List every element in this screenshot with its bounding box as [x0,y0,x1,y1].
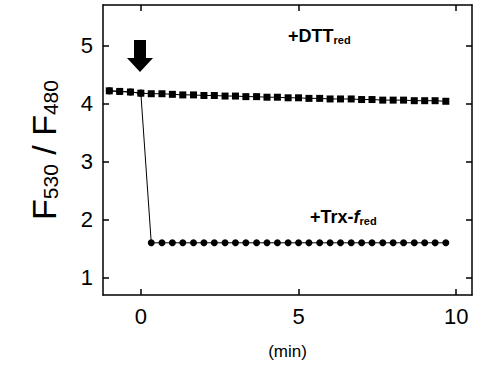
svg-text:530: 530 [39,164,62,199]
svg-text:480: 480 [39,80,62,115]
svg-text:10: 10 [444,304,468,329]
svg-text:f: f [353,207,360,227]
svg-text:0: 0 [135,304,147,329]
svg-text:red: red [334,34,351,46]
svg-text:2: 2 [81,207,93,232]
svg-text:3: 3 [81,149,93,174]
svg-text:5: 5 [81,33,93,58]
svg-text:F: F [25,199,63,220]
svg-text:5: 5 [292,304,304,329]
svg-text:(min): (min) [268,342,307,361]
svg-text:4: 4 [81,91,93,116]
svg-text:/ F: / F [25,115,63,164]
svg-text:+Trx-: +Trx- [310,207,354,227]
svg-text:1: 1 [81,265,93,290]
svg-text:+DTT: +DTT [288,26,334,46]
svg-text:red: red [360,215,377,227]
